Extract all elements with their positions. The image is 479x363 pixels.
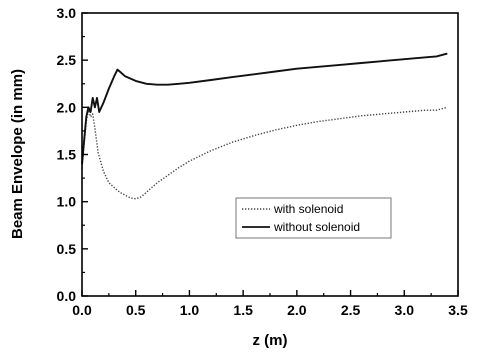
series-line-with-solenoid	[81, 106, 448, 200]
series-lines	[81, 52, 448, 200]
legend-label-without-solenoid: without solenoid	[273, 220, 360, 234]
legend: with solenoid without solenoid	[235, 197, 392, 239]
x-axis-label: z (m)	[253, 332, 288, 349]
x-tick-label: 0.5	[126, 302, 146, 318]
x-tick-label: 1.0	[180, 302, 200, 318]
y-axis-label: Beam Envelope (in mm)	[9, 69, 26, 239]
plot-frame	[81, 12, 459, 297]
x-tick-label: 3.5	[448, 302, 468, 318]
y-tick-label: 1.0	[57, 194, 77, 210]
axis-ticks	[81, 12, 459, 297]
y-tick-label: 0.5	[57, 241, 77, 257]
axis-tick-labels: 0.0 0.5 1.0 1.5 2.0 2.5 3.0 3.5 0.0 0.5 1.0 1.5 2.0 2…	[57, 5, 468, 318]
x-tick-label: 1.5	[233, 302, 253, 318]
y-tick-label: 0.0	[57, 288, 77, 304]
legend-label-with-solenoid: with solenoid	[273, 202, 343, 216]
legend-box	[235, 197, 392, 239]
y-tick-label: 1.5	[57, 147, 77, 163]
series-line-without-solenoid	[81, 52, 448, 164]
y-tick-label: 3.0	[57, 5, 77, 21]
x-tick-label: 2.5	[341, 302, 361, 318]
x-tick-label: 0.0	[72, 302, 92, 318]
y-tick-label: 2.0	[57, 99, 77, 115]
x-tick-label: 3.0	[395, 302, 415, 318]
x-tick-label: 2.0	[287, 302, 307, 318]
y-tick-label: 2.5	[57, 52, 77, 68]
